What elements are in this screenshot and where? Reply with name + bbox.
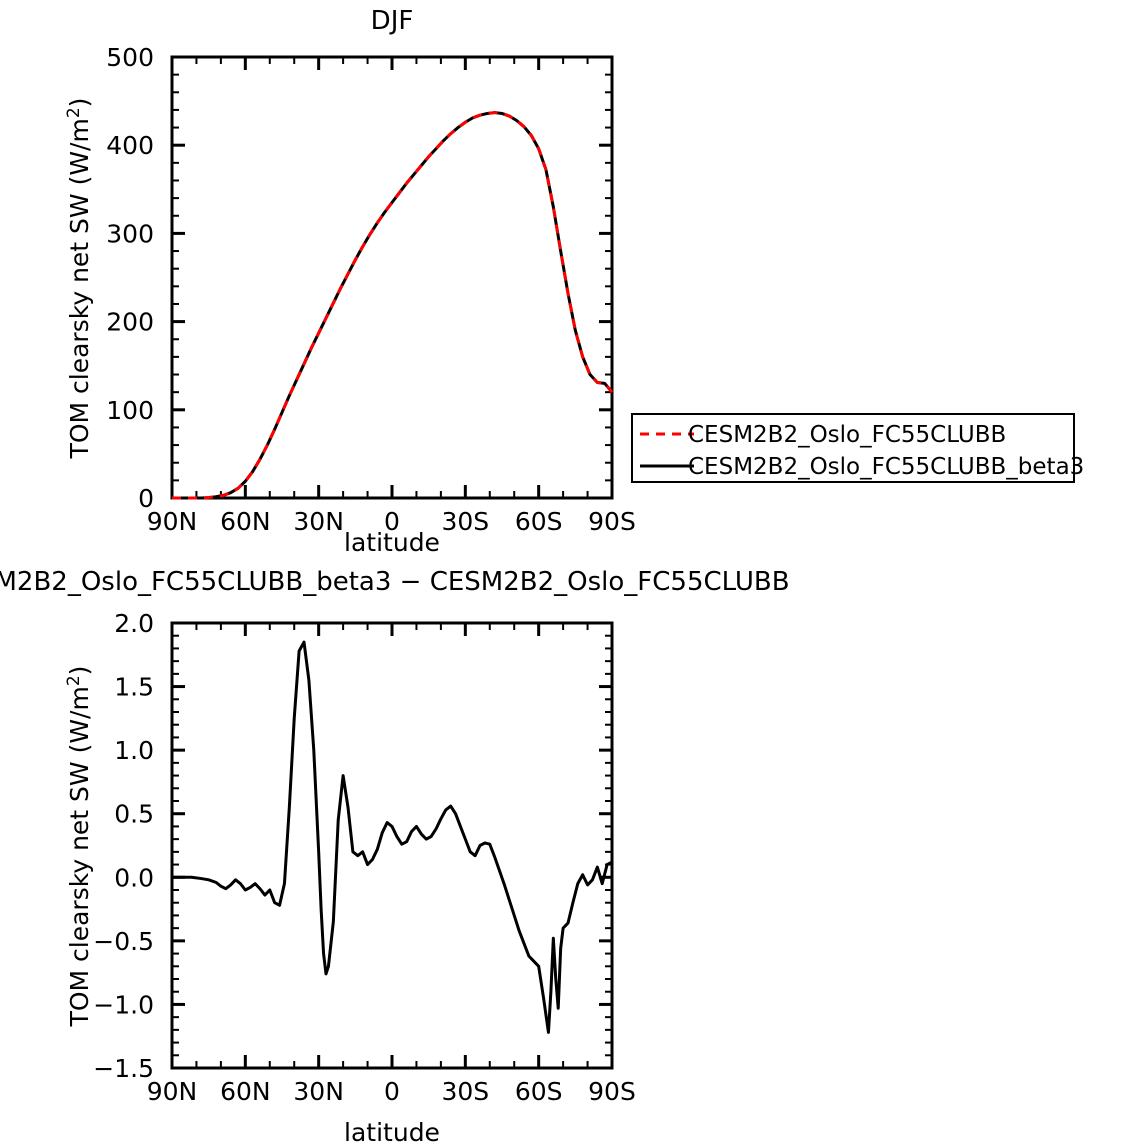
legend-entry-base[interactable]: CESM2B2_Oslo_FC55CLUBB [640, 422, 1006, 448]
difference-panel-title: M2B2_Oslo_FC55CLUBB_beta3 − CESM2B2_Oslo… [0, 567, 790, 597]
top-series-base-line [172, 113, 612, 498]
top-y-tick-labels: 0100200300400500 [106, 43, 154, 513]
legend: CESM2B2_Oslo_FC55CLUBB CESM2B2_Oslo_FC55… [632, 414, 1084, 482]
legend-entry-beta3[interactable]: CESM2B2_Oslo_FC55CLUBB_beta3 [640, 454, 1084, 480]
legend-label-base: CESM2B2_Oslo_FC55CLUBB [688, 422, 1006, 448]
x-tick-label: 30N [293, 507, 344, 536]
top-x-axis-title: latitude [344, 528, 440, 557]
x-tick-label: 60S [515, 507, 563, 536]
top-axis-ticks [172, 57, 612, 498]
bottom-y-axis-title: TOM clearsky net SW (W/m2) [64, 666, 94, 1028]
x-tick-label: 30N [293, 1077, 344, 1106]
bottom-plot-frame [172, 623, 612, 1068]
top-y-axis-title-group: TOM clearsky net SW (W/m2) [64, 98, 94, 460]
bottom-x-tick-labels: 90N 60N 30N 0 30S 60S 90S [147, 1077, 636, 1106]
x-tick-label: 90S [588, 507, 636, 536]
y-tick-label: 0.5 [114, 800, 154, 829]
x-tick-label: 30S [441, 1077, 489, 1106]
top-plot-frame [172, 57, 612, 498]
y-tick-label: 300 [106, 219, 154, 248]
top-panel: DJF 0100200300400500 90N60N30N030S60S90S… [64, 6, 636, 557]
y-tick-label: 1.5 [114, 673, 154, 702]
top-y-axis-title: TOM clearsky net SW (W/m2) [64, 98, 94, 460]
y-tick-label: 100 [106, 396, 154, 425]
x-tick-label: 90N [147, 507, 198, 536]
y-tick-label: 1.0 [114, 736, 154, 765]
x-tick-label: 0 [384, 1077, 400, 1106]
bottom-panel: −1.5 −1.0 −0.5 0.0 0.5 1.0 1.5 2.0 90N 60N 30N 0 30… [64, 609, 636, 1146]
top-panel-title: DJF [371, 6, 414, 36]
bottom-axis-ticks [172, 623, 612, 1068]
y-tick-label: 500 [106, 43, 154, 72]
bottom-difference-line [172, 642, 612, 1032]
bottom-y-axis-title-group: TOM clearsky net SW (W/m2) [64, 666, 94, 1028]
x-tick-label: 60S [515, 1077, 563, 1106]
x-tick-label: 60N [220, 507, 271, 536]
scientific-figure: DJF 0 100 200 300 400 500 90N 60N 30N 0 30S 60S 90S… [0, 0, 1144, 1146]
bottom-x-axis-title: latitude [344, 1118, 440, 1146]
y-tick-label: 0.0 [114, 863, 154, 892]
x-tick-label: 60N [220, 1077, 271, 1106]
y-tick-label: 2.0 [114, 609, 154, 638]
y-tick-label: 400 [106, 131, 154, 160]
y-tick-label: 200 [106, 308, 154, 337]
y-tick-label: −1.0 [93, 990, 154, 1019]
x-tick-label: 90S [588, 1077, 636, 1106]
x-tick-label: 90N [147, 1077, 198, 1106]
x-tick-label: 30S [441, 507, 489, 536]
figure-root: DJF 0 100 200 300 400 500 90N 60N 30N 0 30S 60S 90S… [0, 0, 1144, 1146]
y-tick-label: −1.5 [93, 1054, 154, 1083]
legend-label-beta3: CESM2B2_Oslo_FC55CLUBB_beta3 [688, 454, 1084, 480]
y-tick-label: −0.5 [93, 927, 154, 956]
bottom-y-tick-labels: −1.5 −1.0 −0.5 0.0 0.5 1.0 1.5 2.0 [93, 609, 154, 1083]
